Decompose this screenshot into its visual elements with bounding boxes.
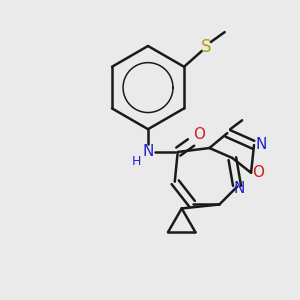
Text: O: O (252, 165, 264, 180)
Text: O: O (194, 127, 206, 142)
Text: S: S (201, 38, 211, 56)
Text: N: N (142, 145, 154, 160)
Text: N: N (255, 136, 267, 152)
Text: H: H (131, 155, 141, 168)
Text: N: N (233, 181, 245, 196)
